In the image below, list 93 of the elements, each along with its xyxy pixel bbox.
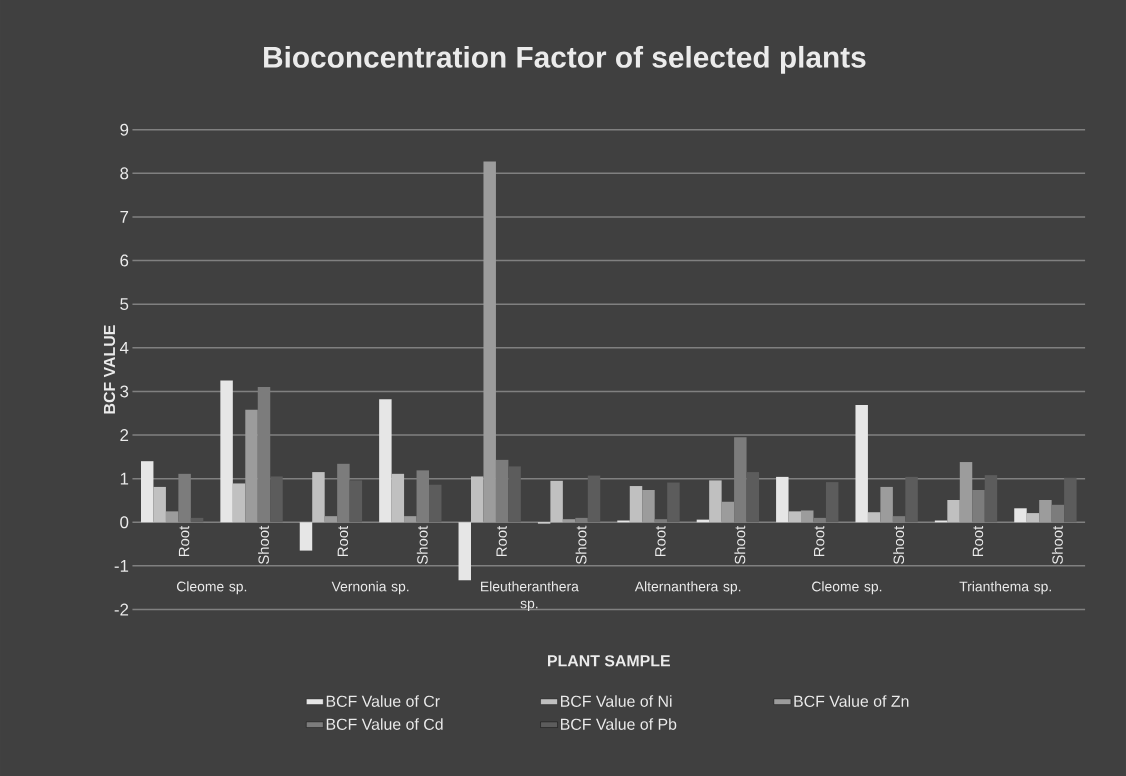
bar [855, 404, 868, 523]
annotation: Eleutheranthera sp. [481, 581, 579, 612]
bar [429, 484, 442, 523]
legend-label: BCF Value of Cd [326, 718, 443, 730]
bar [245, 409, 258, 523]
bar [299, 522, 313, 551]
bar [813, 517, 826, 523]
bar [972, 489, 985, 523]
bar [880, 486, 893, 523]
x-tick-label: Root [972, 525, 984, 557]
y-axis-title: BCF VALUE [103, 325, 116, 414]
bar [734, 437, 747, 523]
bar [416, 470, 430, 523]
x-tick-label: Root [496, 525, 507, 557]
bar [1014, 508, 1027, 523]
bar [550, 480, 563, 523]
y-tick-label: 2 [120, 429, 129, 441]
bar [709, 480, 722, 523]
bar [379, 399, 392, 523]
bar [404, 516, 417, 523]
bar [867, 512, 881, 523]
x-tick-label: Root [337, 525, 349, 557]
bar [1051, 504, 1065, 523]
bar [270, 476, 283, 523]
x-tick-label: Root [178, 525, 190, 557]
bar [654, 519, 668, 523]
legend-label: BCF Value of Zn [794, 695, 909, 707]
bar [483, 161, 496, 523]
annotation: Cleome sp. [812, 581, 882, 595]
bar [667, 482, 680, 523]
y-tick-label: 5 [120, 298, 129, 311]
bar [324, 516, 338, 523]
bar [508, 466, 521, 523]
legend-label: BCF Value of Ni [561, 695, 672, 707]
bar [470, 476, 484, 523]
x-tick-label: Shoot [734, 525, 746, 565]
bar [575, 517, 588, 523]
y-tick-label: 9 [120, 123, 129, 136]
y-tick-label: -1 [114, 560, 129, 572]
bar [562, 519, 576, 523]
bar [947, 499, 960, 523]
bar [776, 476, 789, 523]
bar [391, 473, 405, 523]
bar [349, 480, 363, 523]
annotation: Cleome sp. [176, 581, 247, 595]
y-tick-label: 3 [120, 385, 129, 398]
bar [984, 475, 998, 523]
bar [959, 462, 973, 523]
x-tick-label: Shoot [258, 525, 269, 565]
bar [495, 459, 509, 523]
bar [232, 483, 246, 523]
bar [1039, 499, 1052, 523]
x-tick-label: Root [655, 525, 666, 557]
legend-label: BCF Value of Pb [561, 718, 677, 730]
bar [746, 472, 760, 523]
annotation: Trianthema sp. [959, 581, 1051, 595]
y-tick-label: 8 [120, 167, 129, 180]
bar [458, 522, 471, 581]
bar [165, 511, 179, 523]
x-axis-title: PLANT SAMPLE [548, 655, 670, 667]
bar [1064, 477, 1077, 523]
x-tick-label: Root [814, 525, 825, 557]
y-tick-label: 0 [120, 516, 129, 529]
bar [257, 387, 271, 523]
bar [905, 476, 918, 523]
bar [825, 482, 839, 523]
y-tick-label: 7 [120, 211, 129, 223]
annotation: Alternanthera sp. [634, 581, 741, 595]
bar [140, 461, 154, 523]
bar [220, 380, 233, 523]
x-tick-label: Shoot [1051, 525, 1063, 565]
annotation: Vernonia sp. [331, 581, 409, 595]
bar [337, 463, 350, 523]
bar [801, 510, 814, 523]
bar [587, 475, 601, 523]
y-tick-label: 4 [119, 341, 129, 354]
chart-title: Bioconcentration Factor of selected plants [264, 45, 866, 74]
y-tick-label: -2 [114, 603, 129, 616]
x-tick-label: Shoot [416, 525, 428, 565]
y-tick-label: 1 [120, 472, 129, 485]
bar [642, 489, 655, 523]
bar [892, 516, 906, 523]
x-tick-label: Shoot [893, 525, 905, 565]
legend-label: BCF Value of Cr [326, 695, 440, 707]
bar [629, 486, 643, 523]
bar [788, 511, 802, 523]
x-tick-label: Shoot [575, 525, 587, 565]
bar [153, 486, 166, 523]
bar [721, 501, 735, 523]
bar [178, 473, 191, 523]
y-tick-label: 6 [120, 254, 129, 267]
bar [312, 472, 325, 523]
bar [1026, 513, 1040, 523]
